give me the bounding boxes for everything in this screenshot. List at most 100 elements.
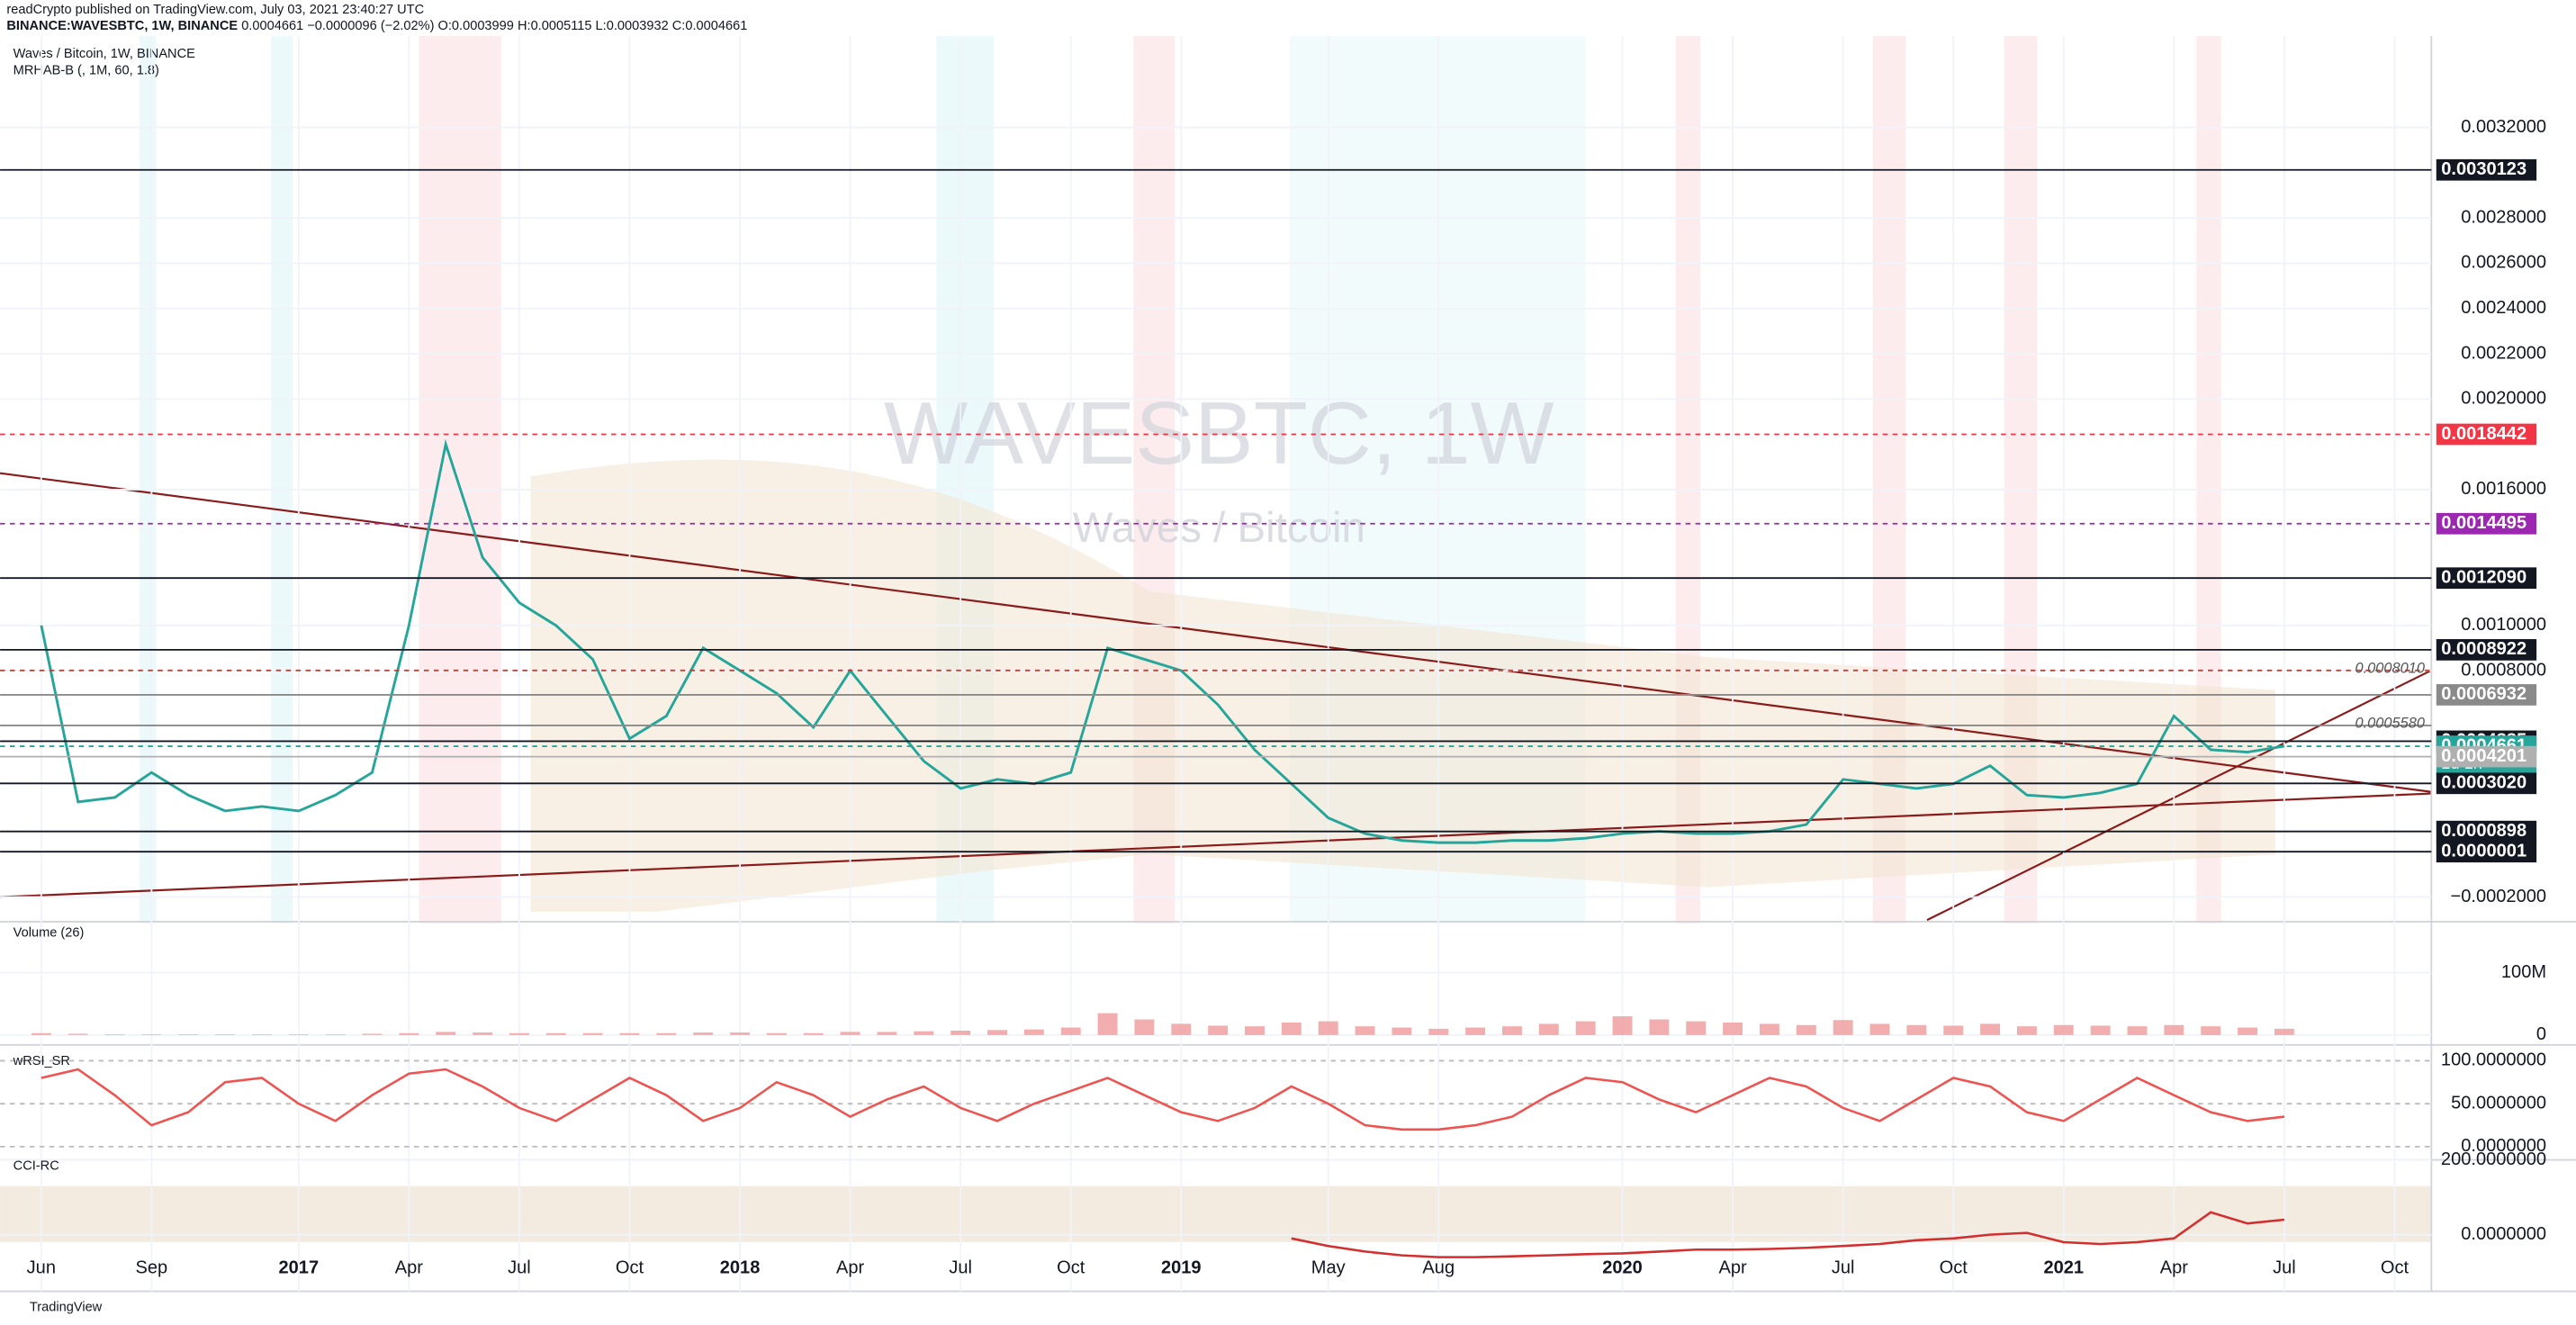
volume-bar	[2238, 1027, 2258, 1035]
price-label-box	[2436, 567, 2537, 590]
volume-bar	[1392, 1027, 1412, 1035]
volume-bar	[1723, 1022, 1743, 1035]
data-line	[40, 438, 2285, 844]
x-tick-label: Jul	[949, 1257, 972, 1277]
volume-bar	[1943, 1025, 1964, 1035]
indicator-label: MRHAB-B (, 1M, 60, 1.8)	[14, 63, 159, 77]
volume-bar	[2201, 1026, 2221, 1035]
trend-line	[1926, 669, 2432, 922]
y-tick-label: 0	[2536, 1024, 2546, 1044]
volume-bar	[1686, 1021, 1707, 1035]
volume-bar	[2090, 1025, 2111, 1035]
volume-bar	[251, 1034, 272, 1035]
x-tick-label: Jul	[1832, 1257, 1855, 1277]
y-tick-label: −0.0002000	[2451, 887, 2547, 906]
price-label-box	[2436, 639, 2537, 661]
price-label: 0.0003020	[2441, 773, 2526, 793]
volume-bar	[1575, 1021, 1596, 1035]
price-label: 0.0030123	[2441, 159, 2526, 179]
price-label-box	[2436, 512, 2537, 535]
volume-bar	[31, 1032, 51, 1035]
volume-bar	[288, 1034, 309, 1035]
data-line	[41, 1068, 2285, 1131]
volume-bar	[1171, 1023, 1192, 1035]
volume-bar	[656, 1032, 677, 1035]
x-tick-label: 2020	[1602, 1257, 1643, 1277]
x-tick-label: Oct	[616, 1257, 644, 1277]
volume-bar	[1869, 1023, 1890, 1035]
x-tick-label: Jul	[508, 1257, 531, 1277]
volume-bar	[1649, 1019, 1670, 1035]
x-tick-label: 2018	[720, 1257, 761, 1277]
x-tick-label: Oct	[1057, 1257, 1085, 1277]
volume-bar	[914, 1031, 934, 1035]
level-label: 0.0008010	[2355, 660, 2425, 676]
price-label: 0.0012090	[2441, 568, 2526, 588]
volume-bar	[582, 1032, 603, 1035]
trend-line	[0, 792, 2432, 898]
change: −0.0000096 (−2.02%)	[307, 19, 434, 33]
y-tick-label: 0.0016000	[2461, 479, 2546, 499]
volume-bar	[693, 1032, 714, 1035]
publisher: readCrypto published on TradingView.com,…	[6, 3, 424, 17]
price-label: 0.0000001	[2441, 842, 2526, 861]
y-tick-label: 0.0024000	[2461, 298, 2546, 318]
volume-bar	[1906, 1024, 1927, 1035]
last: 0.0004661	[241, 19, 303, 33]
price-label-box	[2436, 772, 2537, 795]
volume-bar	[1612, 1016, 1633, 1035]
volume-bar	[987, 1030, 1007, 1035]
x-tick-label: Jul	[2273, 1257, 2296, 1277]
data-line	[1291, 1211, 2285, 1258]
x-tick-label: Apr	[1718, 1257, 1747, 1277]
ribbon	[530, 459, 2275, 912]
price-label: 0.0014495	[2441, 513, 2526, 533]
x-tick-label: May	[1311, 1257, 1346, 1277]
price-label-box	[2436, 841, 2537, 863]
volume-bar	[730, 1032, 750, 1035]
footer-logo: TradingView	[30, 1301, 103, 1315]
volume-bar	[1796, 1024, 1816, 1035]
y-tick-label: 0.0000000	[2461, 1136, 2546, 1156]
symbol: BINANCE:WAVESBTC, 1W, BINANCE	[6, 19, 238, 33]
volume-bar	[950, 1031, 971, 1035]
price-label-box	[2436, 158, 2537, 181]
volume-bar	[141, 1034, 162, 1035]
x-tick-label: Jun	[27, 1257, 56, 1277]
volume-bar	[619, 1032, 640, 1035]
price-label: 0.0018442	[2441, 424, 2526, 444]
x-tick-label: 2019	[1161, 1257, 1202, 1277]
y-tick-label: 0.0000000	[2461, 1224, 2546, 1244]
pane-title: Volume (26)	[14, 926, 85, 941]
volume-bar	[215, 1034, 236, 1035]
volume-bar	[766, 1032, 787, 1035]
low: L:0.0003932	[596, 19, 669, 33]
watermark: WAVESBTC, 1W	[884, 383, 1554, 482]
price-label: 0.0008922	[2441, 639, 2526, 659]
watermark-sub: Waves / Bitcoin	[1073, 504, 1365, 552]
pane-title: wRSI_SR	[13, 1054, 70, 1068]
price-label-box	[2436, 820, 2537, 843]
volume-bar	[2016, 1026, 2037, 1035]
volume-bar	[2274, 1028, 2294, 1035]
trend-line	[0, 472, 2432, 793]
y-tick-label: 0.0022000	[2461, 343, 2546, 363]
volume-bar	[1428, 1028, 1449, 1035]
price-label-box	[2436, 745, 2537, 768]
y-tick-label: 0.0010000	[2461, 615, 2546, 635]
volume-bar	[2127, 1026, 2148, 1035]
volume-bar	[1097, 1013, 1118, 1035]
volume-bar	[2053, 1024, 2074, 1035]
x-tick-label: Oct	[2381, 1257, 2409, 1277]
volume-bar	[325, 1034, 346, 1035]
volume-bar	[803, 1032, 824, 1035]
volume-bar	[104, 1034, 125, 1035]
price-label: 0.0004201	[2441, 746, 2526, 766]
open: O:0.0003999	[438, 19, 514, 33]
x-tick-label: Aug	[1422, 1257, 1455, 1277]
x-tick-label: 2021	[2043, 1257, 2084, 1277]
volume-bar	[1318, 1021, 1338, 1035]
volume-bar	[840, 1032, 860, 1035]
volume-bar	[1060, 1027, 1081, 1035]
